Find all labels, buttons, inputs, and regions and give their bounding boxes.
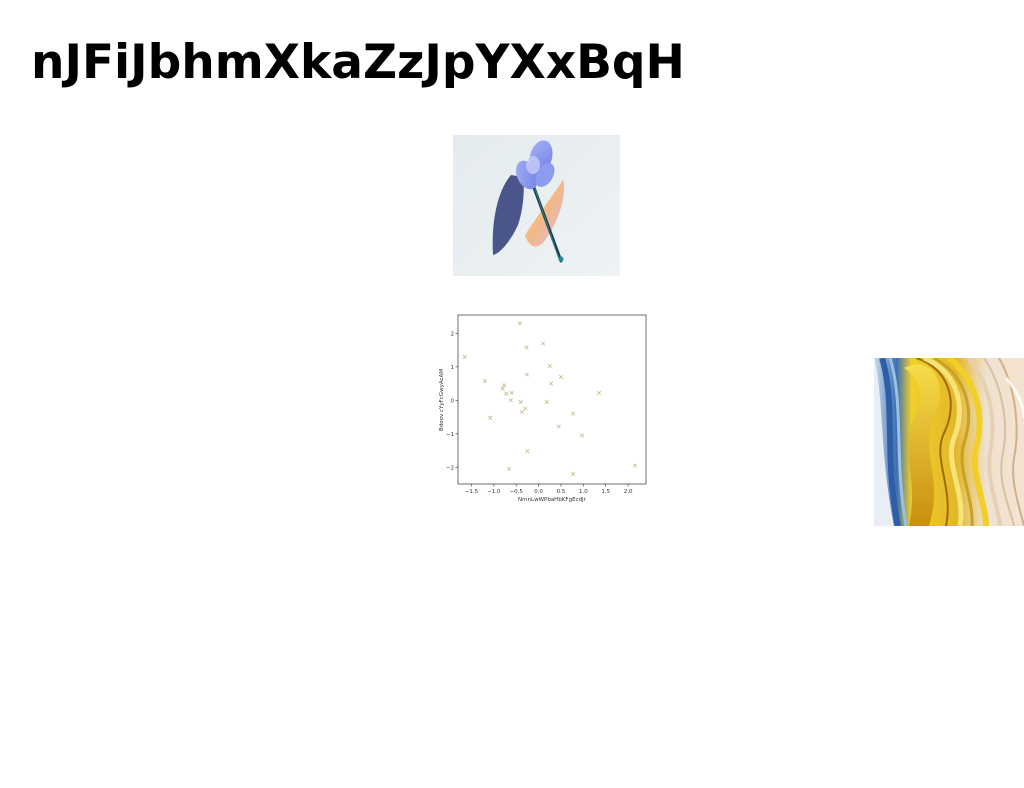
y-tick-label: 0 — [451, 398, 455, 404]
blue-flower-photo-icon — [453, 135, 620, 276]
x-tick-label: 2.0 — [624, 489, 633, 495]
scatter-point — [570, 411, 576, 416]
scatter-point — [482, 378, 487, 384]
y-tick-label: −2 — [446, 465, 454, 471]
scatter-point — [547, 363, 552, 368]
scatter-point — [540, 341, 546, 346]
y-tick-label: 1 — [451, 365, 455, 371]
scatter-point — [525, 449, 530, 454]
x-axis-label: NmnLwWPbaHbKFgEcdJr — [518, 497, 587, 503]
x-axis-ticks: −1.5 −1.0 −0.5 0.0 0.5 1.0 1.5 2.0 — [465, 484, 633, 495]
scatter-point — [518, 399, 523, 405]
scatter-point — [504, 391, 509, 396]
scatter-point — [596, 390, 602, 396]
x-tick-label: −1.5 — [465, 489, 479, 495]
scatter-point — [508, 398, 513, 403]
scatter-point — [517, 321, 522, 326]
scatter-chart: −1.5 −1.0 −0.5 0.0 0.5 1.0 1.5 2.0 −2 −1 0 1 2 NmnL… — [437, 309, 652, 506]
plot-frame — [457, 314, 647, 485]
scatter-point — [509, 390, 514, 396]
scatter-point — [502, 383, 507, 388]
scatter-point — [500, 386, 505, 391]
scatter-point — [556, 424, 561, 429]
x-tick-label: 1.0 — [579, 489, 588, 495]
scatter-point — [488, 415, 493, 420]
y-tick-label: 2 — [451, 331, 455, 337]
scatter-point — [558, 374, 564, 379]
swirl-photo — [874, 358, 1024, 526]
y-tick-label: −1 — [446, 432, 454, 438]
x-tick-label: −0.5 — [510, 489, 524, 495]
scatter-point — [524, 372, 530, 377]
scatter-point — [462, 354, 467, 359]
x-tick-label: 0.5 — [557, 489, 566, 495]
scatter-point — [544, 399, 549, 405]
scatter-plot-svg: −1.5 −1.0 −0.5 0.0 0.5 1.0 1.5 2.0 −2 −1 0 1 2 NmnL… — [439, 314, 647, 503]
x-tick-label: −1.0 — [487, 489, 501, 495]
scatter-point — [549, 381, 554, 386]
scatter-point — [524, 345, 529, 350]
abstract-swirl-photo-icon — [874, 358, 1024, 526]
scatter-point — [579, 433, 585, 438]
scatter-point — [632, 463, 637, 468]
scatter-point — [570, 471, 576, 477]
flower-photo — [453, 135, 620, 276]
scatter-points — [462, 321, 637, 477]
y-axis-label: Bdoov cYyFcGwyAcAM — [439, 369, 445, 431]
scatter-point — [519, 409, 525, 415]
x-tick-label: 1.5 — [601, 489, 610, 495]
x-tick-label: 0.0 — [534, 489, 543, 495]
scatter-point — [506, 466, 512, 472]
page-title: nJFiJbhmXkaZzJpYXxBqH — [31, 35, 685, 90]
scatter-point — [523, 406, 528, 411]
y-axis-ticks: −2 −1 0 1 2 — [446, 331, 458, 471]
